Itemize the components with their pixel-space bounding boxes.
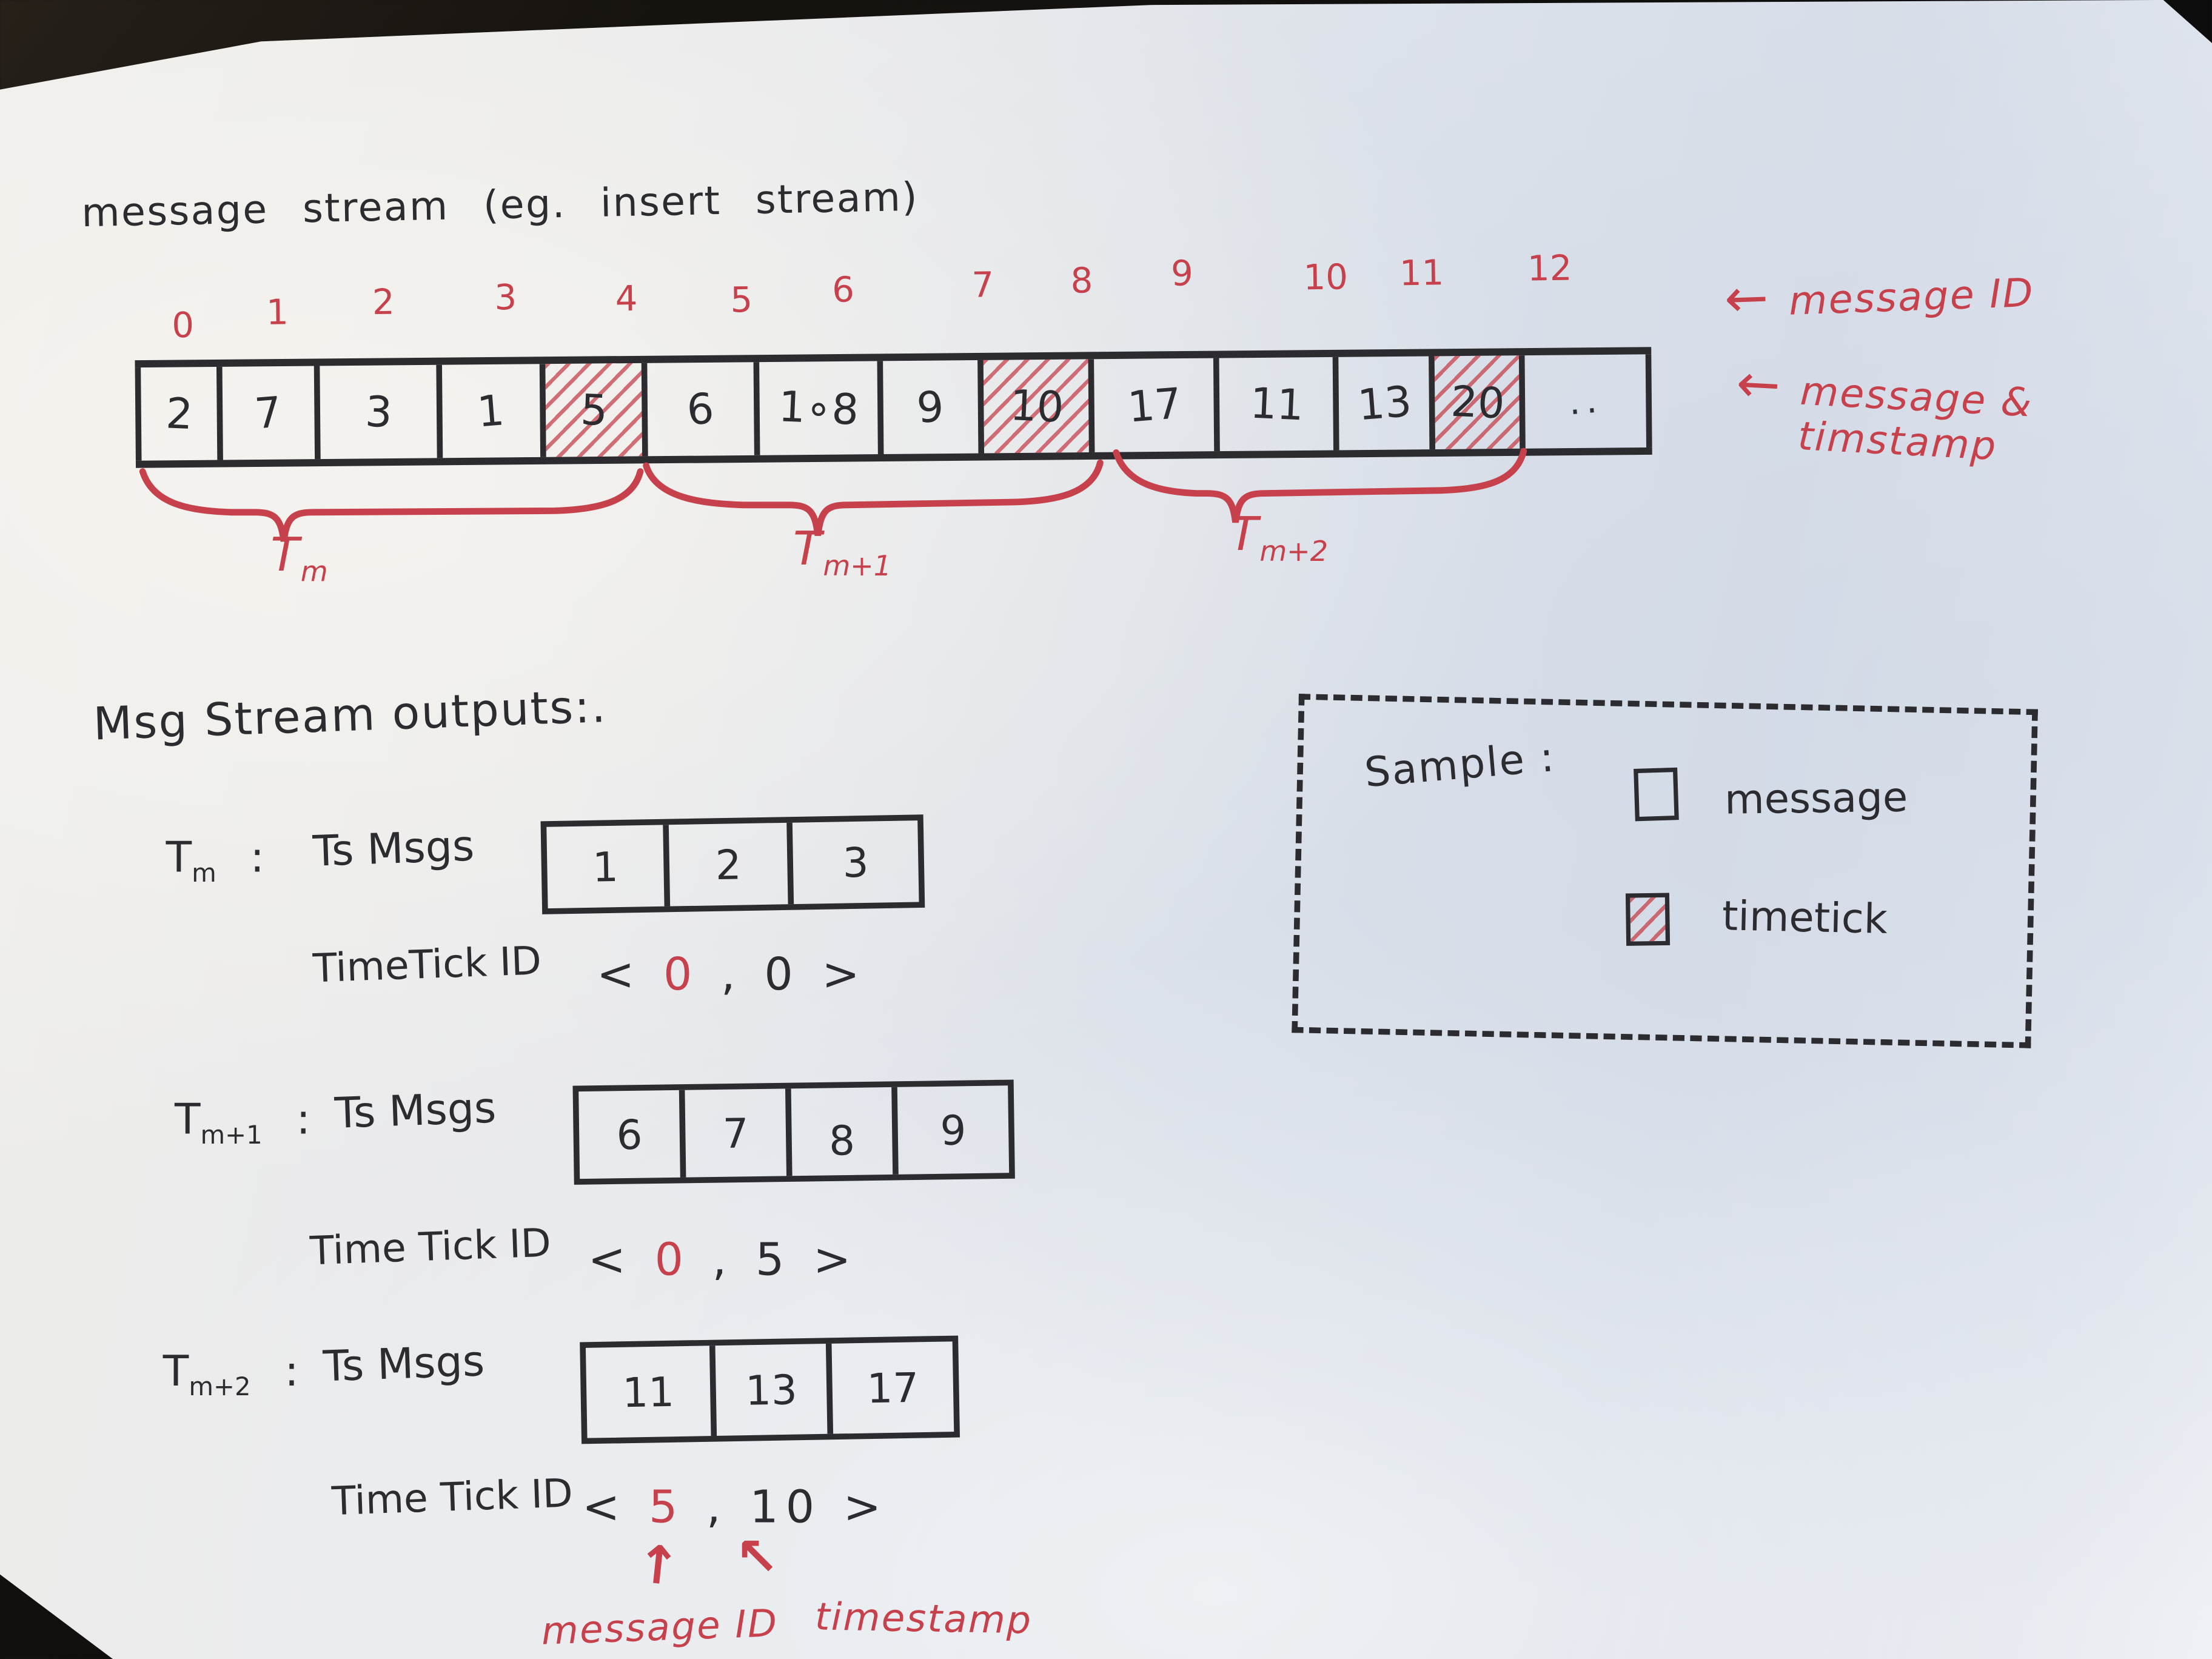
- msgs-box: 6 7 8 9: [572, 1079, 1015, 1185]
- tick-timestamp: 10: [749, 1481, 822, 1534]
- timetick-label: Time Tick ID: [309, 1221, 552, 1275]
- msgs-cell: 9: [940, 1105, 967, 1155]
- tick-message-id: 0: [663, 948, 700, 1002]
- output-row-field: Ts Msgs: [312, 820, 475, 876]
- legend-title: Sample :: [1362, 732, 1557, 797]
- msgs-cell: 13: [715, 1343, 834, 1436]
- brace-label-tm1: Tm+1: [793, 521, 892, 583]
- angle-open: <: [582, 1481, 628, 1534]
- index-label: 4: [615, 278, 638, 320]
- msgs-box: 1 2 3: [540, 814, 925, 914]
- pointer-label: message ID: [1788, 271, 2036, 325]
- angle-close: >: [843, 1481, 889, 1534]
- timetick-value: < 0 , 5 >: [588, 1234, 859, 1286]
- annotation-message-id: message ID: [540, 1602, 779, 1655]
- timetick-label: TimeTick ID: [312, 939, 543, 993]
- stream-cell: 13: [1338, 356, 1436, 451]
- tick-comma: ,: [706, 1481, 728, 1534]
- stream-cell: 1: [441, 364, 546, 458]
- timetick-label: Time Tick ID: [331, 1471, 574, 1525]
- output-row-label: Tm :: [166, 832, 265, 889]
- index-label: 6: [831, 269, 855, 311]
- tick-message-id: 5: [649, 1481, 685, 1534]
- stream-cell: 11: [1219, 357, 1339, 452]
- tick-timestamp: 0: [764, 948, 800, 1002]
- index-label: 8: [1070, 260, 1093, 302]
- index-label: 5: [729, 280, 753, 321]
- brace-icon: [643, 459, 1104, 536]
- index-label: 1: [266, 292, 289, 333]
- output-row-field: Ts Msgs: [333, 1082, 497, 1138]
- angle-close: >: [822, 948, 867, 1002]
- timetick-swatch-icon: [1625, 893, 1671, 946]
- index-label: 7: [971, 264, 994, 306]
- output-row-field: Ts Msgs: [322, 1336, 486, 1392]
- legend-item-label: message: [1724, 773, 1908, 824]
- brace-icon: [1113, 447, 1527, 523]
- stream-cell: 3: [320, 364, 443, 460]
- index-label: 9: [1170, 253, 1194, 295]
- index-label: 0: [171, 304, 195, 346]
- tick-comma: ,: [721, 948, 743, 1002]
- msgs-cell: 8: [791, 1087, 899, 1176]
- index-label: 11: [1399, 252, 1444, 294]
- msgs-cell: 1: [546, 825, 671, 909]
- msgs-cell: 17: [866, 1363, 919, 1412]
- stream-index-row: 0 1 2 3 4 5 6 7 8 9 10 11 12: [0, 0, 1741, 346]
- stream-cell-timetick: 5: [545, 363, 648, 457]
- stream-cell: 17: [1094, 358, 1220, 452]
- stream-cell: 2: [135, 366, 223, 461]
- stream-cell-timetick: 10: [983, 359, 1095, 454]
- brace-label-tm: Tm: [270, 526, 328, 589]
- output-row-label: Tm+1 :: [175, 1094, 310, 1151]
- msgs-cell: 2: [668, 822, 794, 907]
- msgs-cell: 7: [685, 1088, 793, 1178]
- annotation-timestamp: timestamp: [814, 1596, 1033, 1644]
- stream-cell-ellipsis: ..: [1524, 354, 1652, 449]
- legend-item-label: timetick: [1721, 891, 1888, 943]
- tick-comma: ,: [712, 1234, 734, 1287]
- timetick-value: < 0 , 0 >: [597, 949, 867, 1001]
- up-arrow-icon: ↑: [632, 1534, 683, 1599]
- brace-label-tm2: Tm+2: [1230, 506, 1329, 568]
- legend-box: Sample : message timetick: [1292, 694, 2038, 1048]
- output-row-label: Tm+2 :: [163, 1346, 299, 1403]
- msgs-cell: 6: [578, 1090, 686, 1179]
- angle-open: <: [597, 948, 642, 1002]
- diagonal-arrow-icon: ↖: [735, 1528, 779, 1588]
- tick-message-id: 0: [654, 1234, 691, 1287]
- arrow-left-icon: ←: [1734, 354, 1782, 417]
- index-label: 3: [494, 277, 517, 318]
- index-label: 2: [372, 281, 395, 323]
- message-swatch-icon: [1634, 767, 1679, 822]
- brace-icon: [139, 468, 644, 542]
- timetick-value: < 5 , 10 >: [582, 1481, 888, 1533]
- index-label: 12: [1527, 247, 1572, 289]
- arrow-left-icon: ←: [1723, 269, 1770, 330]
- msgs-cell: 3: [842, 838, 870, 887]
- stream-cell: 6: [647, 362, 760, 457]
- tick-timestamp: 5: [755, 1234, 792, 1287]
- stream-cell: 7: [222, 366, 321, 460]
- angle-close: >: [813, 1234, 859, 1287]
- stream-cell: 1∘8: [759, 361, 884, 455]
- stream-cell: 9: [883, 360, 985, 454]
- index-label: 10: [1303, 256, 1349, 298]
- angle-open: <: [588, 1234, 633, 1287]
- msgs-cell: 11: [585, 1346, 717, 1438]
- msgs-box: 11 13 17: [580, 1335, 960, 1444]
- stream-cell-timetick: 20: [1434, 355, 1526, 450]
